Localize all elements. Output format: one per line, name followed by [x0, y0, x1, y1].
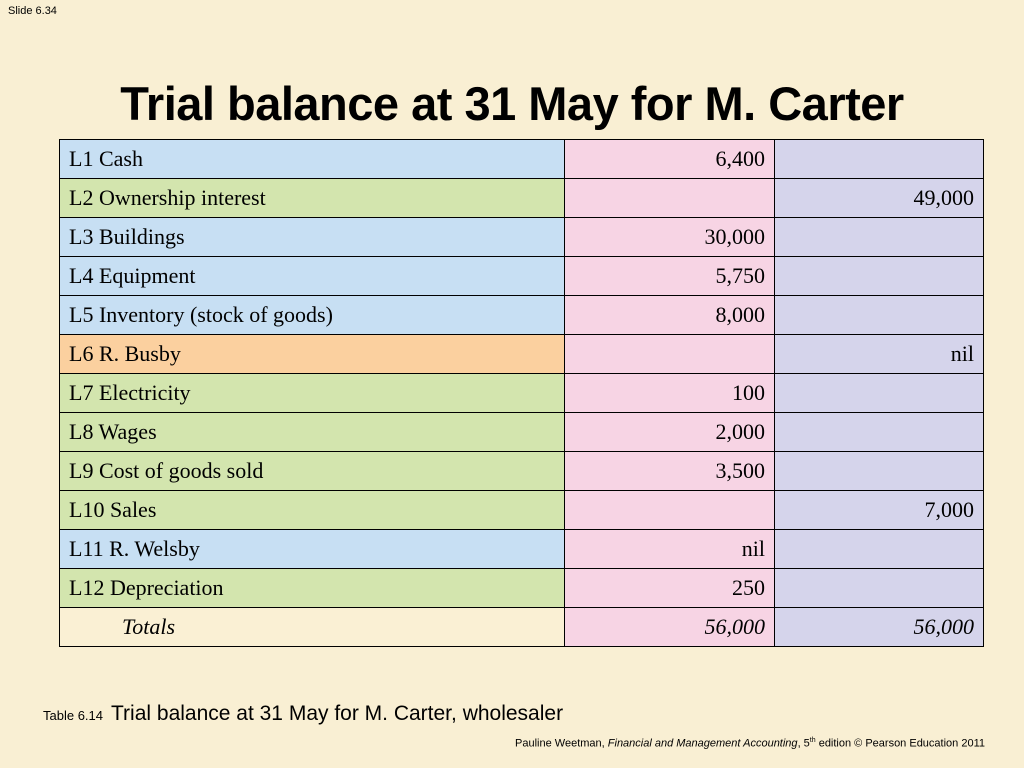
account-name: L12 Depreciation [59, 568, 565, 608]
debit-cell: 100 [564, 373, 775, 413]
table-row: L12 Depreciation 250 [59, 568, 984, 608]
copyright-footer: Pauline Weetman, Financial and Managemen… [515, 737, 985, 750]
debit-cell [564, 178, 775, 218]
credit-cell [774, 529, 984, 569]
table-row: L6 R. Busby nil [59, 334, 984, 374]
account-name: L9 Cost of goods sold [59, 451, 565, 491]
table-row: L4 Equipment 5,750 [59, 256, 984, 296]
credit-cell [774, 217, 984, 257]
credit-total: 56,000 [774, 607, 984, 647]
debit-cell [564, 334, 775, 374]
footer-author: Pauline Weetman, [515, 737, 608, 750]
credit-cell: 7,000 [774, 490, 984, 530]
trial-balance-table: L1 Cash 6,400 L2 Ownership interest 49,0… [59, 139, 984, 647]
debit-cell: 2,000 [564, 412, 775, 452]
account-name: L7 Electricity [59, 373, 565, 413]
debit-cell: 250 [564, 568, 775, 608]
account-name: L2 Ownership interest [59, 178, 565, 218]
slide-title: Trial balance at 31 May for M. Carter [120, 77, 904, 130]
account-name: L10 Sales [59, 490, 565, 530]
account-name: L4 Equipment [59, 256, 565, 296]
table-row: L5 Inventory (stock of goods) 8,000 [59, 295, 984, 335]
footer-book-title: Financial and Management Accounting [607, 737, 798, 750]
debit-cell: 5,750 [564, 256, 775, 296]
account-name: L3 Buildings [59, 217, 565, 257]
credit-cell [774, 373, 984, 413]
table-row: L10 Sales 7,000 [59, 490, 984, 530]
credit-cell: 49,000 [774, 178, 984, 218]
footer-edition: , 5 [797, 737, 810, 750]
table-row: L7 Electricity 100 [59, 373, 984, 413]
debit-cell: 8,000 [564, 295, 775, 335]
debit-cell: nil [564, 529, 775, 569]
footer-rest: edition © Pearson Education 2011 [815, 737, 985, 750]
debit-cell [564, 490, 775, 530]
footer-edition-suffix: th [809, 737, 816, 744]
table-row: L2 Ownership interest 49,000 [59, 178, 984, 218]
slide-number: Slide 6.34 [8, 5, 57, 17]
debit-cell: 3,500 [564, 451, 775, 491]
account-name: L5 Inventory (stock of goods) [59, 295, 565, 335]
debit-total: 56,000 [564, 607, 775, 647]
table-row: L1 Cash 6,400 [59, 139, 984, 179]
account-name: L1 Cash [59, 139, 565, 179]
table-row: L11 R. Welsby nil [59, 529, 984, 569]
account-name: L6 R. Busby [59, 334, 565, 374]
credit-cell: nil [774, 334, 984, 374]
table-row: L8 Wages 2,000 [59, 412, 984, 452]
credit-cell [774, 412, 984, 452]
totals-row: Totals 56,000 56,000 [59, 607, 984, 647]
caption-reference: Table 6.14 [43, 708, 103, 723]
table-caption: Table 6.14 Trial balance at 31 May for M.… [43, 702, 563, 726]
debit-cell: 6,400 [564, 139, 775, 179]
credit-cell [774, 295, 984, 335]
credit-cell [774, 256, 984, 296]
table-row: L9 Cost of goods sold 3,500 [59, 451, 984, 491]
caption-text: Trial balance at 31 May for M. Carter, w… [111, 702, 564, 725]
account-name: L11 R. Welsby [59, 529, 565, 569]
table-row: L3 Buildings 30,000 [59, 217, 984, 257]
credit-cell [774, 451, 984, 491]
debit-cell: 30,000 [564, 217, 775, 257]
credit-cell [774, 568, 984, 608]
credit-cell [774, 139, 984, 179]
account-name: L8 Wages [59, 412, 565, 452]
totals-label: Totals [59, 607, 565, 647]
